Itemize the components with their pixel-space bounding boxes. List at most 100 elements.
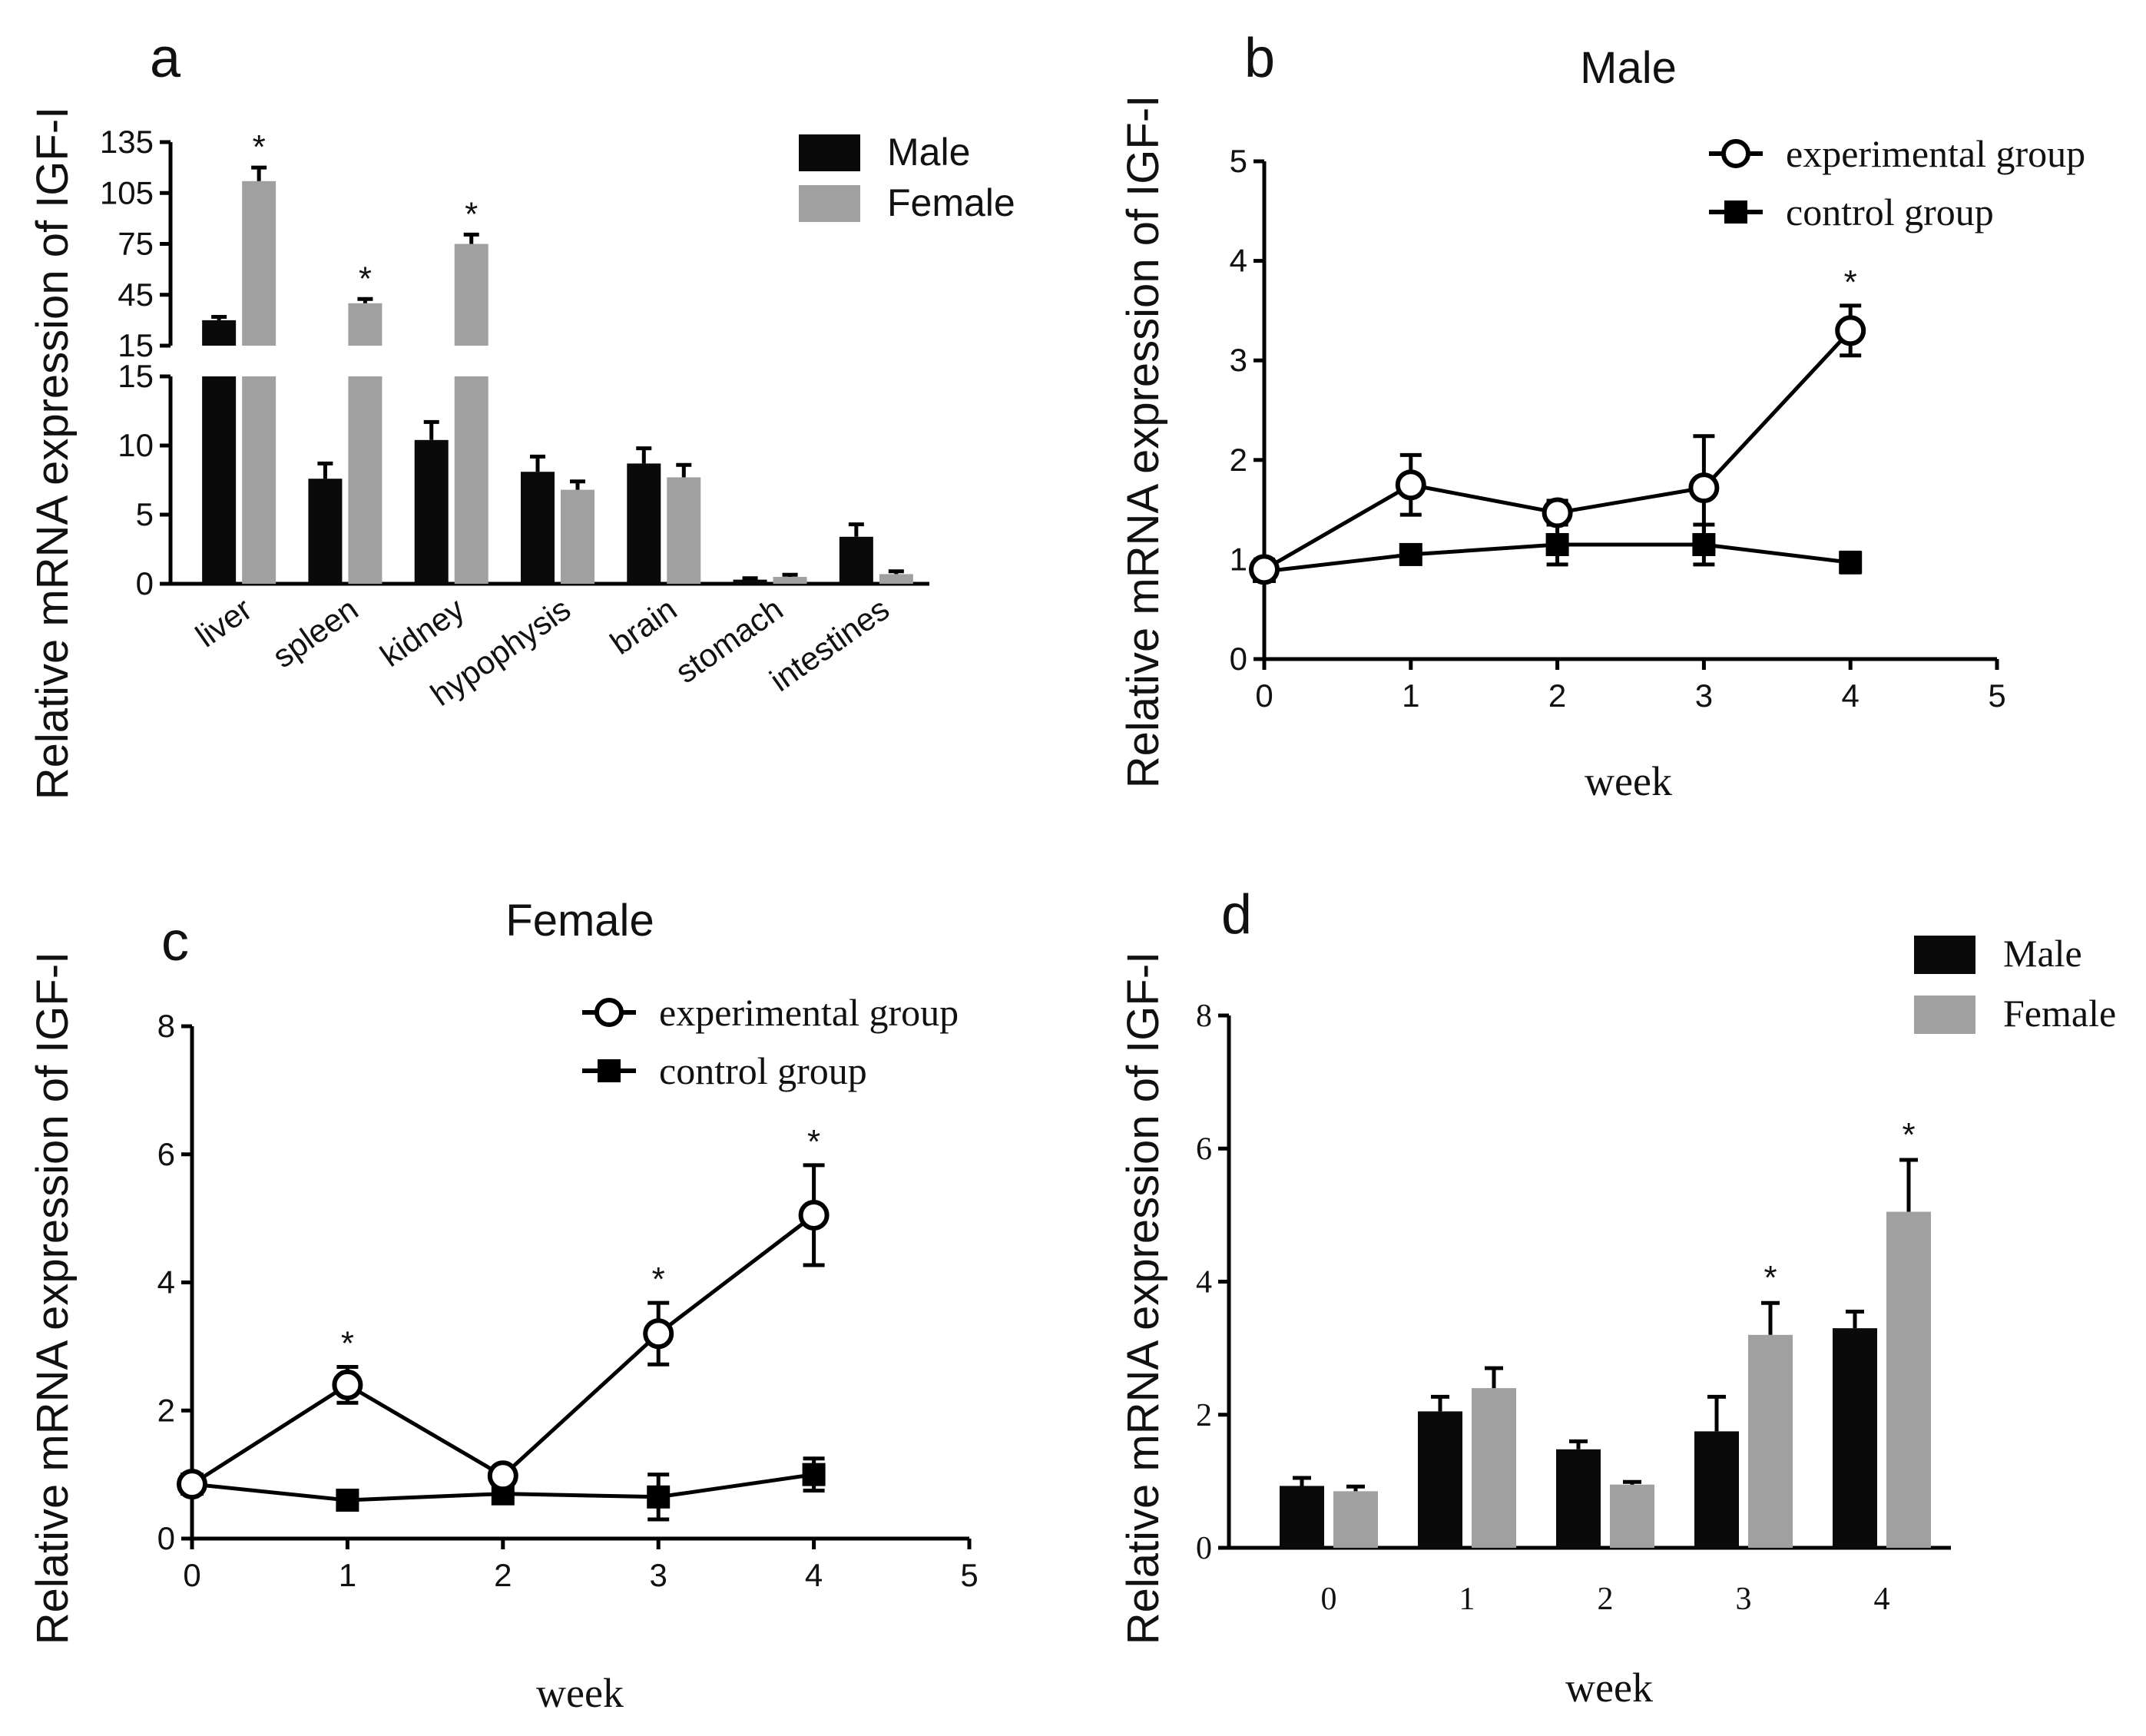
- asterisk-a: *: [253, 128, 266, 166]
- legend-label-a-female: Female: [887, 181, 1015, 224]
- error-bar-a: [676, 462, 692, 478]
- marker-control: [336, 1488, 359, 1512]
- error-bar-a: [636, 446, 652, 464]
- y-tick-label: 2: [1230, 442, 1247, 478]
- bar-a-male-upper: [202, 320, 237, 346]
- bar-d-male: [1694, 1431, 1739, 1548]
- error-bar-a: [570, 479, 585, 490]
- x-axis-title-c: week: [536, 1670, 624, 1716]
- x-tick-label: 3: [650, 1557, 667, 1593]
- panel-a: a Relative mRNA expression of IGF-I 0 5 10…: [28, 28, 1015, 800]
- error-bar-d: [1899, 1158, 1918, 1212]
- marker-control: [1839, 551, 1863, 575]
- error-bar-d: [1707, 1394, 1726, 1432]
- y-tick-label: 2: [157, 1392, 175, 1428]
- bar-d-female: [1333, 1491, 1378, 1548]
- x-category-label-a: intestines: [763, 591, 896, 698]
- x-tick-label: 0: [183, 1557, 200, 1593]
- error-bar-d: [1346, 1484, 1365, 1492]
- x-tick-label: 2: [494, 1557, 512, 1593]
- x-tick-label: 3: [1695, 678, 1713, 714]
- plot-b: *: [1249, 263, 1866, 585]
- bar-a-female-upper: [348, 303, 383, 346]
- panel-letter-d: d: [1221, 884, 1252, 946]
- error-bar-a: [530, 454, 545, 472]
- x-tick-label: 5: [960, 1557, 978, 1593]
- error-bar-d: [1623, 1479, 1641, 1485]
- error-bar-a: [423, 419, 439, 440]
- y-tick-label-a: 5: [136, 496, 154, 532]
- y-axis-title-c: Relative mRNA expression of IGF-I: [28, 952, 78, 1645]
- bar-a-female-lower: [454, 376, 488, 584]
- bar-d-male: [1418, 1411, 1462, 1548]
- y-tick-label: 5: [1230, 143, 1247, 179]
- y-axis-title-d: Relative mRNA expression of IGF-I: [1118, 952, 1168, 1645]
- bar-a-female-lower: [879, 574, 913, 584]
- legend-label: control group: [659, 1049, 867, 1092]
- error-bar-d: [1761, 1300, 1780, 1335]
- marker-experimental: [332, 1369, 363, 1400]
- panel-d: d Relative mRNA expression of IGF-I week…: [1118, 884, 2116, 1711]
- y-tick-label: 0: [1230, 641, 1247, 677]
- series-line-experimental: [190, 1213, 816, 1486]
- marker-control: [647, 1485, 671, 1509]
- bar-a-female-upper: [454, 244, 488, 346]
- x-axis-title-d: week: [1565, 1665, 1653, 1711]
- asterisk-d: *: [1902, 1116, 1915, 1154]
- bar-d-female: [1610, 1484, 1654, 1548]
- error-bar-a: [782, 572, 798, 577]
- x-tick-label-d: 3: [1736, 1582, 1752, 1617]
- marker-experimental: [1395, 469, 1426, 501]
- bar-a-female-lower: [773, 577, 807, 584]
- legend-label: experimental group: [659, 991, 959, 1034]
- bar-a-male-lower: [839, 536, 873, 584]
- y-tick-label: 6: [157, 1136, 175, 1172]
- marker-experimental: [798, 1199, 830, 1231]
- asterisk: *: [652, 1261, 665, 1298]
- y-tick-label-upper-a: 75: [118, 226, 154, 262]
- bar-a-female-lower: [667, 477, 701, 584]
- panel-c: c Female Relative mRNA expression of IGF…: [28, 896, 979, 1716]
- legend-d: Male Female: [1914, 932, 2116, 1035]
- marker-control: [1399, 542, 1422, 566]
- error-bar-a: [317, 461, 333, 479]
- bar-a-female-lower: [242, 376, 277, 584]
- error-bar-d: [1431, 1394, 1449, 1412]
- marker-experimental: [1542, 497, 1573, 528]
- chart-title-b: Male: [1580, 43, 1677, 93]
- legend-swatch-a-female: [799, 185, 860, 222]
- x-category-label-a: spleen: [266, 591, 364, 674]
- y-tick-label-upper-a: 105: [100, 174, 154, 210]
- error-bar-a: [463, 232, 479, 244]
- y-tick-label: 3: [1230, 342, 1247, 378]
- marker-experimental: [1249, 554, 1280, 585]
- legend-marker-control: [598, 1059, 621, 1082]
- bar-a-female-upper: [242, 181, 277, 346]
- marker-experimental: [487, 1460, 518, 1492]
- x-tick-label: 1: [1402, 678, 1419, 714]
- bar-d-male: [1280, 1486, 1324, 1548]
- x-tick-label: 4: [805, 1557, 823, 1593]
- x-axis-title-b: week: [1585, 758, 1672, 804]
- legend-swatch-d-female: [1914, 996, 1975, 1034]
- legend-c: experimental group control group: [582, 991, 959, 1092]
- error-bar-d: [1846, 1309, 1864, 1329]
- y-axis-title-a: Relative mRNA expression of IGF-I: [28, 107, 78, 800]
- chart-title-c: Female: [505, 896, 654, 946]
- bar-d-male: [1556, 1449, 1601, 1548]
- x-tick-label: 0: [1255, 678, 1273, 714]
- error-bar-a: [888, 569, 904, 575]
- bar-a-male-lower: [733, 579, 767, 584]
- plot-c: * * *: [177, 1123, 830, 1522]
- y-tick-label-a: 10: [118, 427, 154, 463]
- y-tick-label-d: 2: [1196, 1398, 1212, 1433]
- marker-experimental: [643, 1318, 674, 1350]
- error-bar-d: [1569, 1439, 1588, 1449]
- bar-a-female-lower: [348, 376, 383, 584]
- panel-letter-c: c: [161, 911, 189, 972]
- error-bar-a: [742, 576, 758, 581]
- x-category-label-a: liver: [189, 591, 258, 654]
- y-tick-label-d: 0: [1196, 1531, 1212, 1566]
- bar-a-male-lower: [521, 472, 555, 584]
